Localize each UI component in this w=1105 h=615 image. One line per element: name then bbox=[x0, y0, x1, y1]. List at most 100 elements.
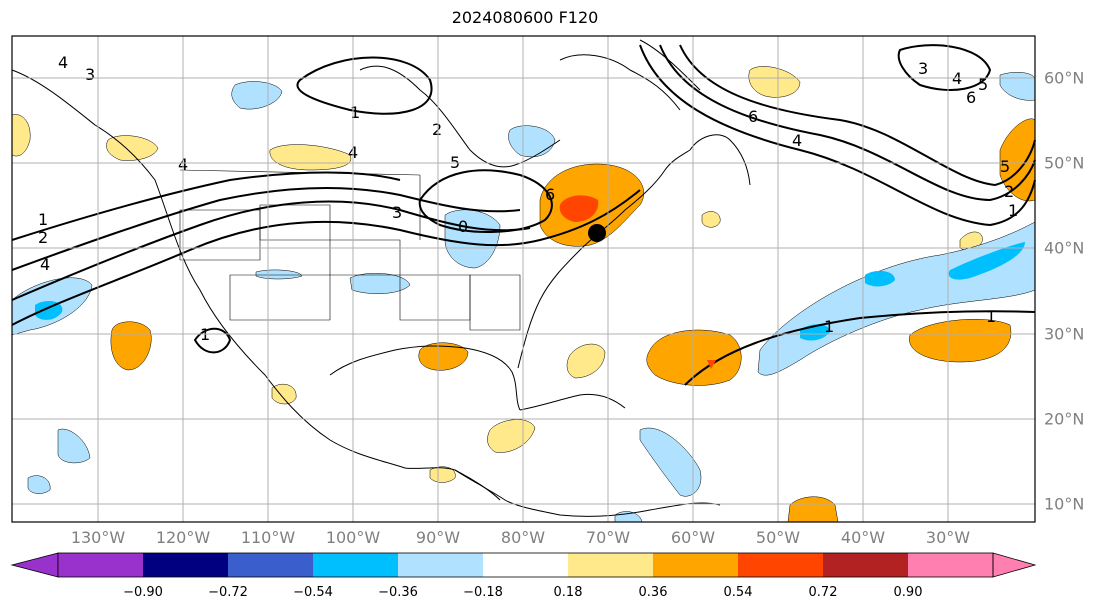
weak-warm-anomaly-small-4 bbox=[429, 466, 456, 483]
lon-label: 30°W bbox=[925, 528, 971, 547]
colorbar-bin bbox=[398, 553, 483, 577]
weak-warm-anomaly-small-3 bbox=[271, 383, 297, 405]
state-border-3 bbox=[229, 274, 331, 321]
lat-label: 40°N bbox=[1044, 238, 1085, 258]
colorbar-tick-label: 0.90 bbox=[893, 585, 923, 600]
warm-core-marker bbox=[707, 360, 716, 369]
cool-anomaly-alaska bbox=[231, 81, 283, 110]
contour-label: 4 bbox=[792, 131, 802, 150]
coast-gulf-of-mexico bbox=[329, 345, 521, 411]
weak-warm-anomaly-greenland bbox=[748, 66, 801, 98]
lon-label: 100°W bbox=[325, 528, 381, 547]
cool-anomaly-hudson bbox=[508, 125, 556, 158]
contour-label: 1 bbox=[1008, 201, 1018, 220]
lat-label: 30°N bbox=[1044, 324, 1085, 344]
weak-warm-anomaly-nw bbox=[106, 135, 159, 161]
lon-label: 120°W bbox=[155, 528, 211, 547]
storm-center-marker bbox=[588, 224, 606, 242]
lon-label: 60°W bbox=[670, 528, 716, 547]
contour-label: 5 bbox=[978, 75, 988, 94]
lat-label: 50°N bbox=[1044, 153, 1085, 173]
colorbar-bin bbox=[738, 553, 823, 577]
contour-line-4 bbox=[11, 171, 401, 241]
weak-warm-anomaly-caribbean bbox=[487, 419, 536, 453]
cool-anomaly-small-4 bbox=[614, 511, 643, 523]
contour-label: 0 bbox=[458, 217, 468, 236]
state-border-2 bbox=[329, 239, 401, 276]
colorbar-bin bbox=[823, 553, 908, 577]
colorbar-bin bbox=[313, 553, 398, 577]
colorbar-bin bbox=[568, 553, 653, 577]
contour-line-atlantic-2 bbox=[659, 44, 1036, 202]
lat-label: 10°N bbox=[1044, 494, 1085, 514]
contour-line-2 bbox=[11, 200, 531, 301]
lon-label: 70°W bbox=[585, 528, 631, 547]
contour-line-3 bbox=[11, 187, 521, 271]
colorbar-bin bbox=[58, 553, 143, 577]
coast-labrador bbox=[559, 54, 681, 111]
colorbar-extend-max bbox=[992, 552, 1037, 578]
cool-anomaly-pacific-south bbox=[57, 428, 91, 464]
colorbar-tick-label: −0.54 bbox=[293, 585, 333, 600]
lon-label: 90°W bbox=[415, 528, 461, 547]
contour-label: 2 bbox=[1004, 182, 1014, 201]
cool-core-atlantic-1 bbox=[865, 270, 895, 287]
contour-label: 6 bbox=[748, 107, 758, 126]
lon-label: 80°W bbox=[500, 528, 546, 547]
contour-label: 2 bbox=[432, 120, 442, 139]
warm-anomaly-pacific bbox=[110, 321, 152, 371]
contour-label: 3 bbox=[392, 203, 402, 222]
colorbar-tick-label: 0.54 bbox=[723, 585, 753, 600]
cool-anomaly-small-3 bbox=[255, 269, 303, 280]
lat-label: 60°N bbox=[1044, 68, 1085, 88]
map-title: 2024080600 F120 bbox=[451, 8, 599, 27]
warm-anomaly-subtropical-atlantic bbox=[909, 319, 1012, 363]
contour-layer bbox=[11, 44, 1036, 386]
colorbar bbox=[10, 552, 1037, 578]
colorbar-extend-min bbox=[10, 552, 59, 578]
cool-core-atlantic-2 bbox=[948, 242, 1025, 280]
colorbar-bin bbox=[143, 553, 228, 577]
cool-anomaly-iceland bbox=[999, 72, 1036, 101]
coast-cuba bbox=[519, 393, 626, 411]
warm-anomaly-south bbox=[787, 496, 839, 523]
coast-hudson-bay bbox=[359, 65, 561, 168]
lat-label: 20°N bbox=[1044, 409, 1085, 429]
coast-south-america-north bbox=[454, 469, 721, 517]
coastline-layer bbox=[11, 39, 751, 517]
contour-closed-high bbox=[296, 56, 433, 115]
contour-line-atlantic-1 bbox=[639, 44, 1036, 227]
lon-label: 110°W bbox=[240, 528, 296, 547]
contour-label: 6 bbox=[966, 88, 976, 107]
coast-baffin bbox=[639, 39, 701, 91]
colorbar-tick-label: −0.90 bbox=[123, 585, 163, 600]
contour-label: 4 bbox=[58, 53, 68, 72]
contour-line-subtropical bbox=[684, 310, 1036, 386]
contour-label: 1 bbox=[986, 307, 996, 326]
colorbar-tick-label: −0.18 bbox=[463, 585, 503, 600]
lon-label: 50°W bbox=[755, 528, 801, 547]
contour-label: 1 bbox=[824, 317, 834, 336]
contour-label: 1 bbox=[38, 210, 48, 229]
strong-warm-core-northeast bbox=[559, 195, 599, 222]
contour-closed-baja bbox=[193, 327, 232, 354]
colorbar-tick-label: −0.72 bbox=[208, 585, 248, 600]
contour-label: 5 bbox=[1000, 157, 1010, 176]
colorbar-tick-label: −0.36 bbox=[378, 585, 418, 600]
weak-warm-anomaly-small-1 bbox=[701, 211, 721, 228]
cool-anomaly-small-2 bbox=[349, 273, 411, 294]
contour-line-1 bbox=[11, 189, 641, 326]
warm-anomaly-gulf bbox=[418, 342, 469, 371]
contour-label: 3 bbox=[918, 59, 928, 78]
contour-label: 6 bbox=[545, 185, 555, 204]
coast-newfoundland bbox=[689, 134, 751, 186]
contour-label: 1 bbox=[350, 103, 360, 122]
weak-warm-anomaly-canada bbox=[269, 144, 352, 171]
contour-closed-greenland bbox=[897, 44, 992, 91]
colorbar-tick-label: 0.36 bbox=[638, 585, 668, 600]
colorbar-bin bbox=[908, 553, 993, 577]
contour-label: 4 bbox=[40, 255, 50, 274]
colorbar-tick-label: 0.72 bbox=[808, 585, 838, 600]
state-border-6 bbox=[179, 209, 261, 261]
